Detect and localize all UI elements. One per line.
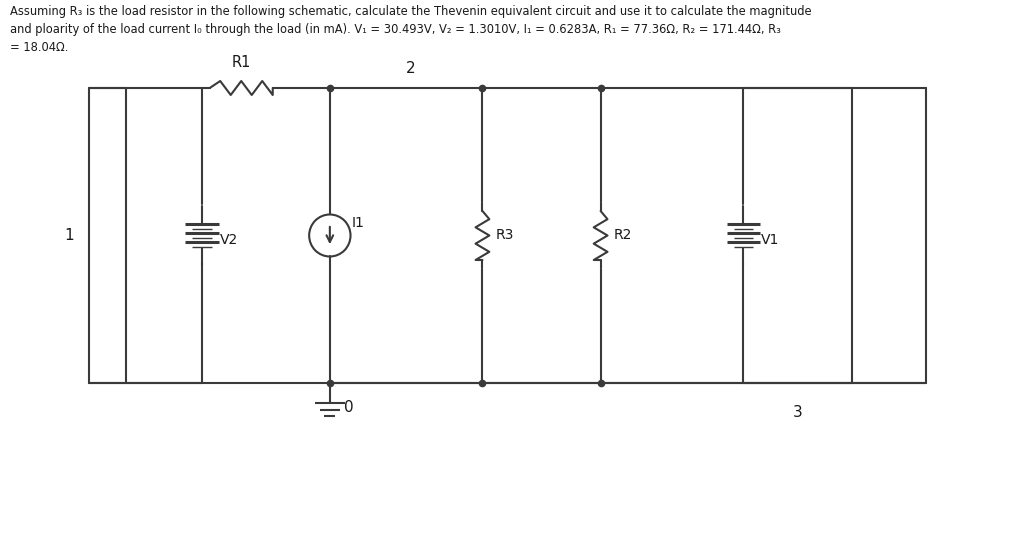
Text: I1: I1: [351, 216, 365, 230]
Text: 3: 3: [793, 405, 803, 420]
Text: = 18.04Ω.: = 18.04Ω.: [10, 41, 69, 54]
Text: and ploarity of the load current I₀ through the load (in mA). V₁ = 30.493V, V₂ =: and ploarity of the load current I₀ thro…: [10, 23, 780, 36]
Text: Assuming R₃ is the load resistor in the following schematic, calculate the Theve: Assuming R₃ is the load resistor in the …: [10, 5, 811, 18]
Text: 1: 1: [65, 228, 74, 243]
Text: 2: 2: [407, 61, 416, 76]
Text: R3: R3: [496, 229, 514, 243]
Text: R2: R2: [613, 229, 632, 243]
Text: R1: R1: [231, 55, 251, 70]
Text: V2: V2: [219, 233, 238, 247]
Text: V1: V1: [761, 233, 779, 247]
Text: 0: 0: [344, 400, 353, 415]
